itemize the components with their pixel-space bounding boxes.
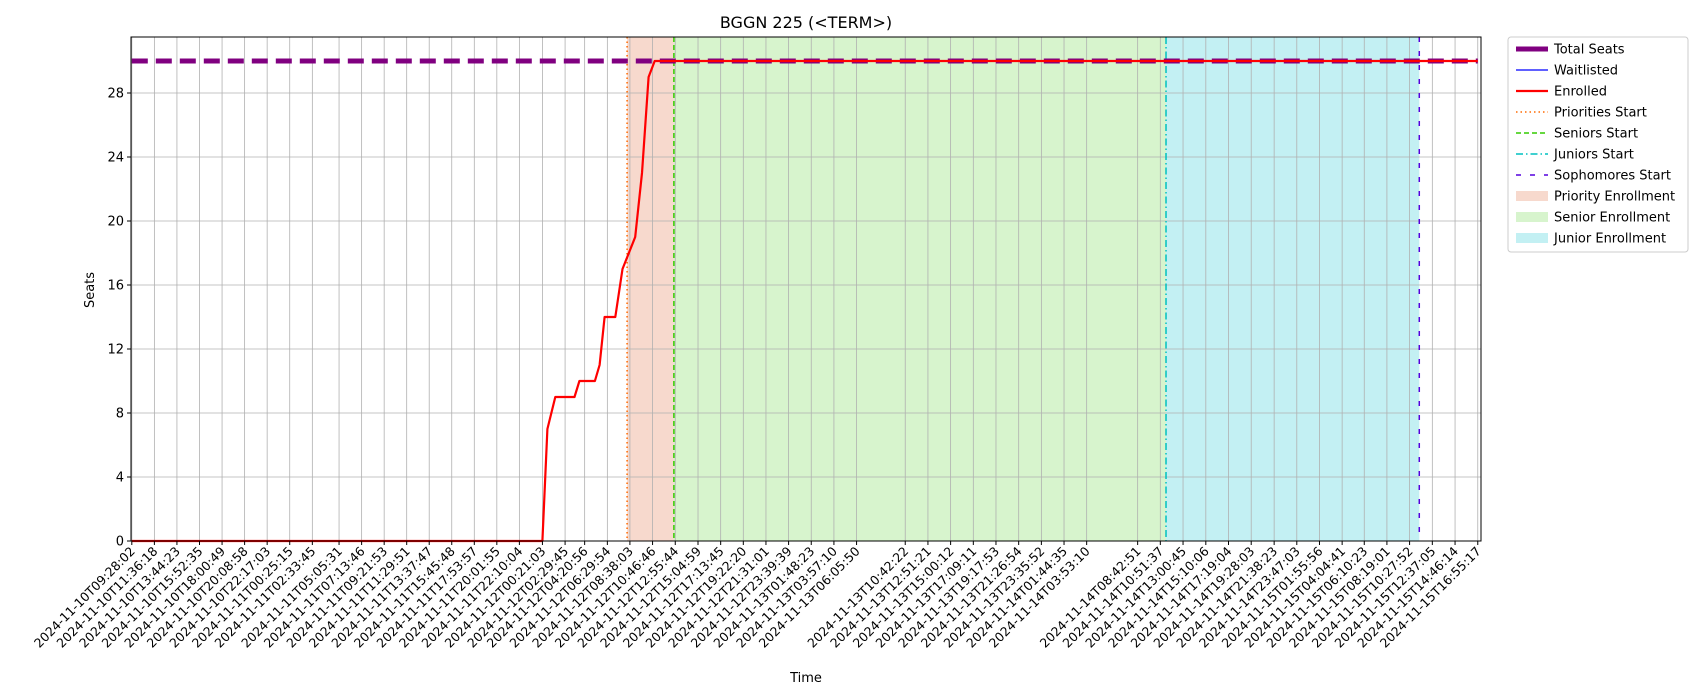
legend-label: Waitlisted <box>1554 64 1618 79</box>
legend-label: Juniors Start <box>1553 148 1634 163</box>
legend-label: Seniors Start <box>1554 127 1638 142</box>
y-tick-label: 20 <box>107 215 124 230</box>
enrollment-span-0 <box>627 37 674 541</box>
y-tick-label: 28 <box>107 87 124 102</box>
enrollment-span-1 <box>673 37 1167 541</box>
plot-area: 04812162024282024-11-10T09:28:022024-11-… <box>31 36 1484 651</box>
legend-label: Priorities Start <box>1554 106 1647 121</box>
enrollment-span-2 <box>1166 37 1420 541</box>
legend-swatch <box>1516 191 1548 201</box>
legend-label: Total Seats <box>1553 43 1625 58</box>
legend: Total Seats Waitlisted Enrolled Priorities … <box>1507 36 1689 253</box>
legend-swatch <box>1516 233 1548 243</box>
chart-title: BGGN 225 (<TERM>) <box>720 13 892 32</box>
legend-swatch <box>1516 212 1548 222</box>
y-axis-label: Seats <box>83 272 98 308</box>
y-tick-label: 0 <box>116 535 124 550</box>
y-tick-label: 24 <box>107 151 124 166</box>
legend-label: Enrolled <box>1554 85 1607 100</box>
series-line-2 <box>131 59 1478 543</box>
y-tick-label: 16 <box>107 279 124 294</box>
axes-frame <box>130 36 1482 542</box>
legend-label: Senior Enrollment <box>1554 211 1670 226</box>
legend-label: Junior Enrollment <box>1553 232 1666 247</box>
x-axis-label: Time <box>789 671 822 686</box>
legend-box <box>1507 36 1689 253</box>
y-tick-label: 4 <box>116 471 124 486</box>
legend-label: Priority Enrollment <box>1554 190 1675 205</box>
y-tick-label: 8 <box>116 407 124 422</box>
legend-label: Sophomores Start <box>1554 169 1671 184</box>
y-tick-label: 12 <box>107 343 124 358</box>
